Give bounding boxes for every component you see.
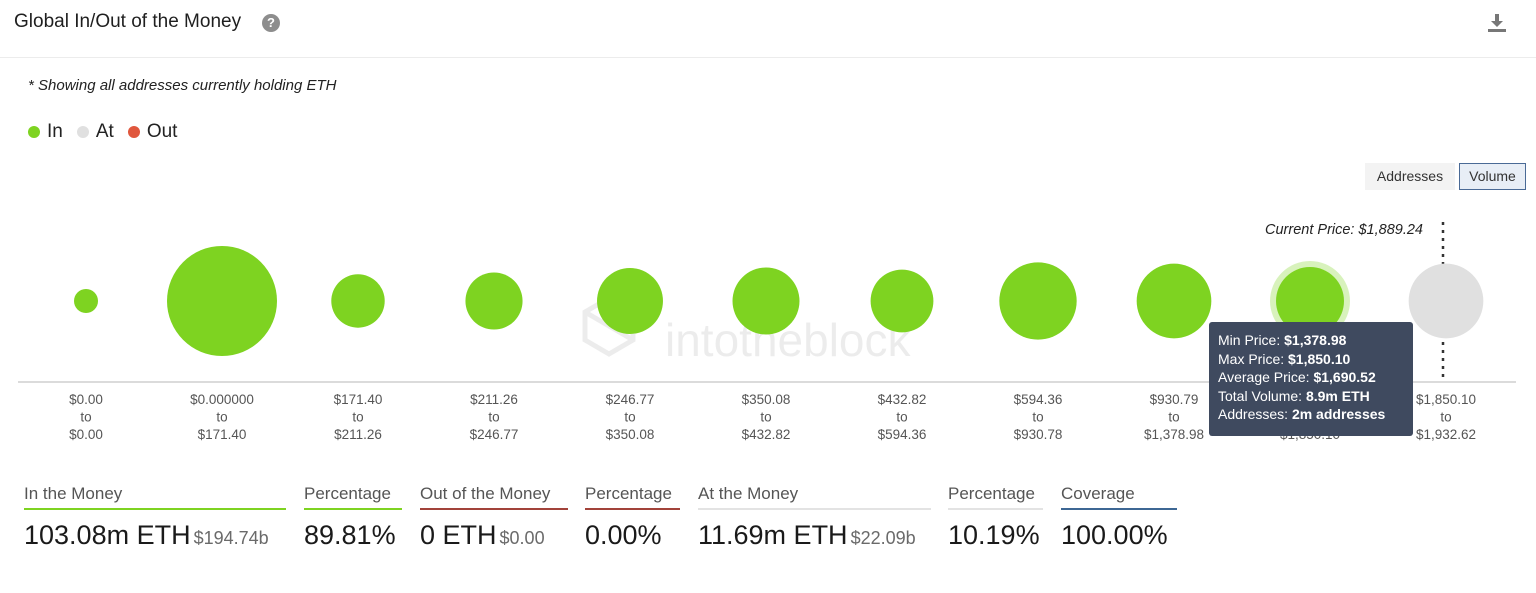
tooltip-avg-row: Average Price: $1,690.52 (1218, 369, 1376, 385)
x-tick-label: $0.00 (69, 427, 103, 442)
legend-item-in[interactable]: In (28, 121, 63, 143)
bubble-at[interactable] (1408, 263, 1484, 339)
legend: In At Out (28, 121, 191, 143)
x-tick-label: $1,378.98 (1144, 427, 1204, 442)
tooltip-volume-row: Total Volume: 8.9m ETH (1218, 387, 1370, 404)
bubble-in[interactable] (1276, 267, 1344, 335)
x-tick-label: $432.82 (742, 427, 791, 442)
current-price-label: Current Price: $1,889.24 (1265, 222, 1423, 238)
bubble-in[interactable] (167, 246, 277, 356)
x-tick-label: $246.77 (470, 427, 519, 442)
stat-out-of-the-money: Out of the Money 0 ETH $0.00 (420, 480, 568, 551)
bubble-in[interactable] (999, 262, 1077, 340)
bubble-in[interactable] (1136, 263, 1212, 339)
x-tick-label: to (1168, 410, 1179, 425)
bubble-in[interactable] (870, 269, 934, 333)
x-tick-label: $432.82 (878, 392, 927, 407)
stat-at-percentage: Percentage 10.19% (948, 480, 1043, 551)
bubble-in[interactable] (74, 289, 98, 313)
summary-stats: In the Money 103.08m ETH $194.74b Percent… (0, 480, 1536, 580)
x-tick-label: $930.78 (1014, 427, 1063, 442)
stat-out-percentage: Percentage 0.00% (585, 480, 680, 551)
bubble-in[interactable] (331, 274, 385, 328)
x-tick-label: $171.40 (198, 427, 247, 442)
holding-note: * Showing all addresses currently holdin… (28, 77, 337, 94)
x-tick-label: $594.36 (1014, 392, 1063, 407)
legend-dot-out (127, 126, 140, 138)
x-tick-label: $594.36 (878, 427, 927, 442)
stat-in-the-money: In the Money 103.08m ETH $194.74b (24, 480, 286, 551)
bubble-in[interactable] (597, 268, 663, 334)
header: Global In/Out of the Money ? (0, 0, 1536, 58)
x-tick-label: to (760, 410, 771, 425)
question-circle-icon[interactable]: ? (262, 14, 280, 32)
x-tick-label: $930.79 (1150, 392, 1199, 407)
bubble-in[interactable] (732, 267, 800, 335)
x-tick-label: $0.00 (69, 392, 103, 407)
x-tick-label: $1,932.62 (1416, 427, 1476, 442)
x-tick-label: to (80, 410, 91, 425)
x-tick-label: $211.26 (334, 427, 382, 442)
x-tick-label: $0.000000 (190, 392, 254, 407)
legend-dot-in (28, 126, 40, 138)
x-tick-label: $171.40 (334, 392, 383, 407)
x-tick-label: to (1032, 410, 1043, 425)
download-icon[interactable] (1486, 12, 1508, 34)
x-tick-label: to (488, 410, 499, 425)
page-title: Global In/Out of the Money (14, 11, 242, 32)
legend-dot-at (76, 126, 89, 138)
addresses-toggle-button[interactable]: Addresses (1365, 163, 1455, 190)
bubble-tooltip: Min Price: $1,378.98 Max Price: $1,850.1… (1209, 322, 1413, 436)
legend-item-out[interactable]: Out (127, 121, 178, 143)
x-tick-label: $211.26 (470, 392, 518, 407)
tooltip-addresses-row: Addresses: 2m addresses (1218, 406, 1386, 422)
legend-label-at: At (95, 121, 114, 142)
x-tick-label: to (1440, 410, 1451, 425)
legend-label-out: Out (146, 121, 178, 142)
x-tick-label: $246.77 (606, 392, 655, 407)
x-tick-label: $350.08 (742, 392, 791, 407)
x-tick-label: to (896, 410, 907, 425)
tooltip-min-row: Min Price: $1,378.98 (1218, 332, 1347, 348)
x-tick-label: $350.08 (606, 427, 655, 442)
volume-toggle-button[interactable]: Volume (1459, 163, 1526, 190)
tooltip-max-row: Max Price: $1,850.10 (1218, 350, 1351, 367)
x-tick-label: to (624, 410, 635, 425)
bubble-in[interactable] (465, 272, 523, 330)
legend-item-at[interactable]: At (76, 121, 114, 143)
x-tick-label: to (352, 410, 363, 425)
x-tick-label: $1,850.10 (1416, 392, 1476, 407)
legend-label-in: In (47, 121, 63, 142)
stat-at-the-money: At the Money 11.69m ETH $22.09b (698, 480, 931, 551)
x-tick-label: to (216, 410, 227, 425)
stat-coverage: Coverage 100.00% (1061, 480, 1177, 551)
stat-in-percentage: Percentage 89.81% (304, 480, 402, 551)
